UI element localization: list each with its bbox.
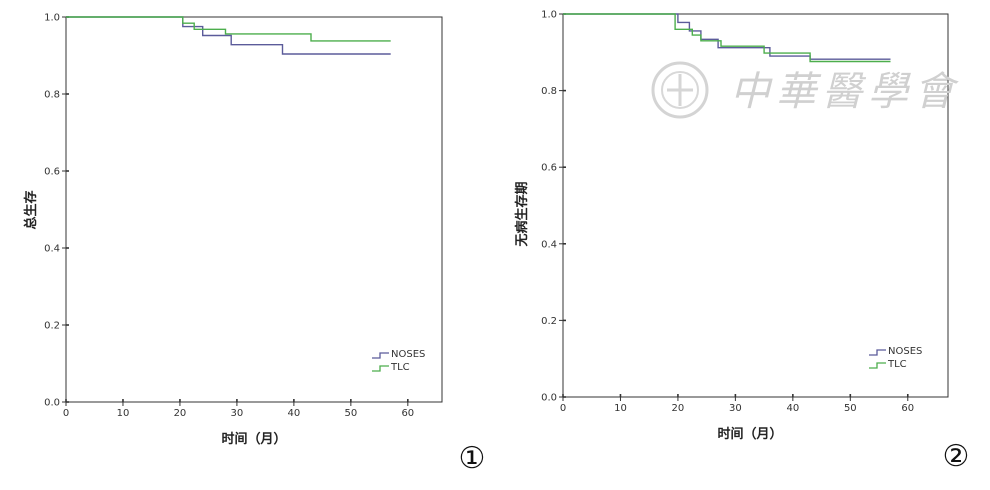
x-axis-title: 时间（月） — [717, 426, 782, 442]
legend-swatch-noses — [869, 349, 886, 356]
y-tick-label: 0.6 — [541, 163, 557, 174]
x-tick-label: 20 — [672, 403, 685, 414]
km-chart-overall-survival: 0 10 20 30 40 50 60 0.0 0.2 0.4 0.6 0.8 1.0 NOSES TLC… — [23, 13, 486, 477]
x-tick-label: 30 — [729, 403, 742, 414]
legend: NOSES TLC — [372, 349, 425, 373]
x-tick-label: 20 — [174, 408, 187, 419]
x-tick-label: 10 — [117, 408, 130, 419]
tick-group: 0 10 20 30 40 50 60 0.0 0.2 0.4 0.6 0.8 1.0 — [541, 10, 914, 415]
y-tick-label: 1.0 — [44, 13, 60, 24]
chart-panel-2: 中華醫學會 0 10 20 30 40 50 60 0.0 0.2 0.4 0.6 0.8 1.0 NO… — [495, 0, 990, 490]
watermark-text: 中華醫學會 — [730, 69, 960, 115]
tick-group: 0 10 20 30 40 50 60 0.0 0.2 0.4 0.6 0.8 1.0 — [44, 13, 414, 420]
y-axis-title: 总生存 — [23, 190, 39, 229]
series-group — [563, 13, 891, 63]
y-tick-label: 0.2 — [44, 321, 60, 332]
legend-label-noses: NOSES — [888, 346, 922, 357]
x-tick-label: 60 — [401, 408, 414, 419]
y-tick-label: 0.4 — [541, 239, 557, 250]
series-group — [66, 16, 391, 55]
legend-label-tlc: TLC — [887, 359, 907, 370]
y-tick-label: 0.0 — [541, 393, 557, 404]
legend: NOSES TLC — [869, 346, 922, 370]
panel-label: ② — [943, 439, 970, 474]
y-tick-label: 0.0 — [44, 398, 60, 409]
y-tick-label: 0.6 — [44, 167, 60, 178]
plot-area — [65, 16, 443, 403]
x-tick-label: 0 — [560, 403, 566, 414]
plot-area — [562, 13, 949, 398]
x-tick-label: 0 — [63, 408, 69, 419]
watermark-seal-icon — [651, 61, 709, 119]
legend-label-noses: NOSES — [391, 349, 425, 360]
x-tick-label: 60 — [901, 403, 914, 414]
x-tick-label: 40 — [786, 403, 799, 414]
x-tick-label: 10 — [614, 403, 627, 414]
y-tick-label: 0.4 — [44, 244, 60, 255]
watermark: 中華醫學會 — [651, 61, 960, 119]
chart-panel-1: 0 10 20 30 40 50 60 0.0 0.2 0.4 0.6 0.8 1.0 NOSES TLC… — [23, 13, 486, 477]
series-line-tlc — [563, 13, 891, 63]
y-tick-label: 0.8 — [541, 86, 557, 97]
panel-label: ① — [459, 441, 486, 476]
x-axis-title: 时间（月） — [221, 431, 286, 447]
km-chart-disease-free-survival: 中華醫學會 0 10 20 30 40 50 60 0.0 0.2 0.4 0.6 0.8 1.0 NO… — [514, 10, 970, 475]
x-tick-label: 50 — [344, 408, 357, 419]
y-tick-label: 0.8 — [44, 90, 60, 101]
series-line-noses — [563, 13, 891, 60]
y-axis-title: 无病生存期 — [514, 181, 530, 247]
y-tick-label: 0.2 — [541, 316, 557, 327]
y-tick-label: 1.0 — [541, 10, 557, 21]
legend-swatch-tlc — [869, 362, 886, 369]
legend-label-tlc: TLC — [390, 362, 410, 373]
series-line-tlc — [66, 16, 391, 42]
x-tick-label: 30 — [231, 408, 244, 419]
x-tick-label: 40 — [288, 408, 301, 419]
x-tick-label: 50 — [844, 403, 857, 414]
legend-swatch-noses — [372, 352, 389, 359]
legend-swatch-tlc — [372, 365, 389, 372]
